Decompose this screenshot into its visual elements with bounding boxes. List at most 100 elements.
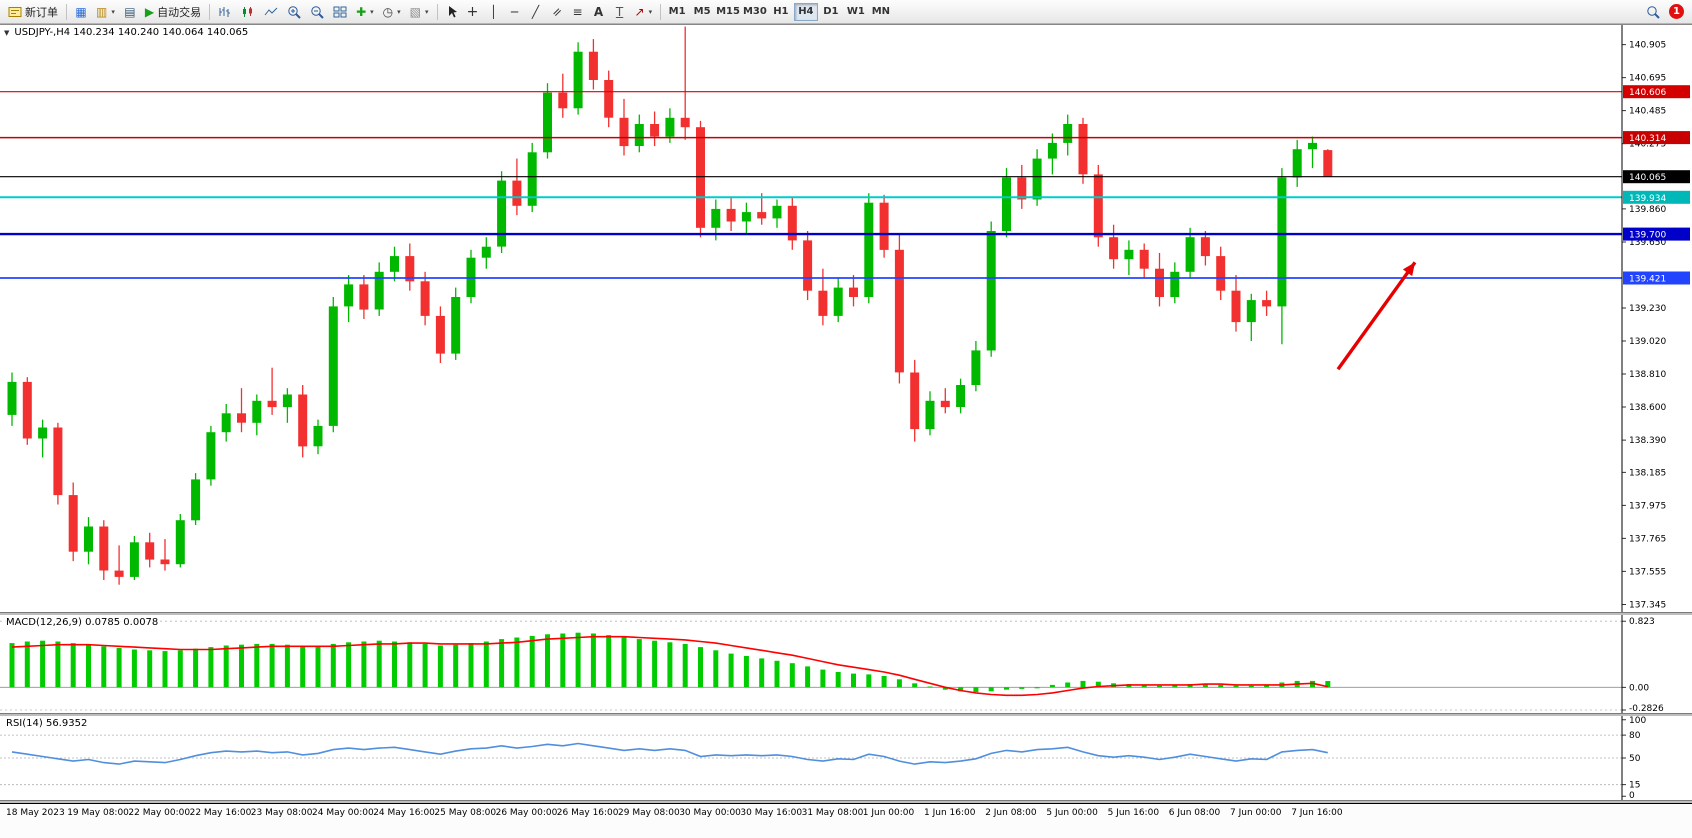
time-label: 5 Jun 16:00 <box>1107 808 1160 818</box>
search-icon <box>1646 5 1660 19</box>
time-label: 6 Jun 08:00 <box>1168 808 1221 818</box>
price-tick: 138.600 <box>1629 403 1666 413</box>
rsi-label: RSI(14) 56.9352 <box>4 718 90 729</box>
time-label: 18 May 2023 <box>6 808 65 818</box>
cursor-icon <box>446 5 458 19</box>
pane-separator[interactable] <box>0 713 1692 716</box>
price-tick: 140.485 <box>1629 107 1666 117</box>
macd-tick: -0.2826 <box>1629 704 1664 713</box>
time-label: 25 May 08:00 <box>434 808 497 818</box>
macd-signal-line <box>11 635 1328 697</box>
price-tick: 140.695 <box>1629 74 1666 84</box>
chevron-down-icon: ▾ <box>425 7 429 16</box>
time-label: 7 Jun 00:00 <box>1230 808 1282 818</box>
arrow-tool-icon: ↗ <box>634 4 645 19</box>
timeframe-mn-button[interactable]: MN <box>871 6 891 17</box>
indicators-button[interactable]: ✚ ▾ <box>352 2 378 22</box>
timeframe-m5-button[interactable]: M5 <box>693 6 711 17</box>
rsi-tick: 50 <box>1629 754 1641 764</box>
label-tool-button[interactable]: T <box>610 2 630 22</box>
toolbar-separator <box>660 3 662 20</box>
trendline-icon: ╱ <box>531 4 540 19</box>
timeframe-d1-button[interactable]: D1 <box>823 6 839 17</box>
rsi-line <box>11 742 1328 765</box>
line-chart-button[interactable] <box>260 2 282 22</box>
autotrading-label: 自动交易 <box>157 5 202 19</box>
data-window-icon: ▤ <box>124 4 136 19</box>
price-tick: 138.185 <box>1629 468 1666 478</box>
new-order-icon <box>8 6 22 18</box>
price-tick: 139.860 <box>1629 205 1666 215</box>
notification-badge[interactable]: 1 <box>1669 4 1684 19</box>
arrows-tool-button[interactable]: ↗ ▾ <box>631 2 657 22</box>
price-tick: 138.810 <box>1629 370 1666 380</box>
timeframe-h4-button[interactable]: H4 <box>793 2 818 21</box>
vertical-line-button[interactable]: │ <box>484 2 504 22</box>
price-tag: 139.700 <box>1629 231 1666 241</box>
macd-pane[interactable]: MACD(12,26,9) 0.0785 0.0078 0.823 0.00 -0.… <box>0 615 1692 713</box>
bars-chart-icon <box>218 6 232 18</box>
candlestick-chart-button[interactable] <box>237 2 259 22</box>
zoom-in-button[interactable] <box>283 2 305 22</box>
candlestick-chart[interactable]: 140.905 140.695 140.485 140.275 139.860 139.6… <box>0 25 1692 612</box>
price-tag: 140.314 <box>1629 134 1666 144</box>
macd-chart[interactable]: 0.823 0.00 -0.2826 <box>0 615 1692 713</box>
tile-windows-button[interactable] <box>329 2 351 22</box>
chevron-down-icon: ▼ <box>4 28 10 37</box>
chevron-down-icon: ▾ <box>648 7 653 16</box>
time-label: 1 Jun 00:00 <box>862 808 915 818</box>
autotrading-button[interactable]: ▶ 自动交易 <box>141 2 205 22</box>
price-tick: 137.345 <box>1629 600 1666 610</box>
channel-button[interactable]: = <box>547 2 567 22</box>
timeframe-m1-button[interactable]: M1 <box>668 6 686 17</box>
crosshair-button[interactable]: + <box>463 2 483 22</box>
fibonacci-button[interactable]: ≡ <box>568 2 588 22</box>
pane-separator[interactable] <box>0 612 1692 615</box>
rsi-tick: 80 <box>1629 731 1641 741</box>
zoom-out-button[interactable] <box>306 2 328 22</box>
candles <box>7 26 1333 585</box>
new-order-button[interactable]: 新订单 <box>4 2 62 22</box>
price-tag: 140.606 <box>1629 88 1666 98</box>
main-chart-pane[interactable]: ▼ USDJPY-,H4 140.234 140.240 140.064 140… <box>0 24 1692 612</box>
data-window-button[interactable]: ▤ <box>120 2 140 22</box>
search-button[interactable] <box>1642 2 1664 22</box>
time-label: 26 May 00:00 <box>495 808 558 818</box>
toolbar-separator <box>66 3 67 20</box>
autotrading-icon: ▶ <box>144 4 155 19</box>
zoom-in-icon <box>287 5 301 19</box>
trendline-button[interactable]: ╱ <box>526 2 546 22</box>
text-tool-icon: A <box>593 4 604 19</box>
profiles-button[interactable]: ▥ ▾ <box>92 2 119 22</box>
chevron-down-icon: ▾ <box>111 7 115 16</box>
toolbar: 新订单 ▦ ▥ ▾ ▤ ▶ 自动交易 ✚ ▾ ◷ ▾ ▧ ▾ + │ ─ ╱ = ≡ A… <box>0 0 1692 24</box>
crosshair-icon: + <box>466 3 479 20</box>
cursor-button[interactable] <box>442 2 462 22</box>
annotation-arrow <box>1336 261 1417 371</box>
horizontal-line-button[interactable]: ─ <box>505 2 525 22</box>
price-tick: 137.975 <box>1629 501 1666 511</box>
time-label: 2 Jun 08:00 <box>985 808 1037 818</box>
new-chart-button[interactable]: ▦ <box>71 2 91 22</box>
price-tick: 140.275 <box>1629 140 1666 150</box>
pane-separator[interactable] <box>0 800 1692 803</box>
toolbar-separator <box>436 3 438 20</box>
periods-button[interactable]: ◷ ▾ <box>379 2 405 22</box>
time-label: 29 May 08:00 <box>618 808 680 818</box>
timeframe-w1-button[interactable]: W1 <box>846 6 865 17</box>
chevron-down-icon: ▾ <box>397 7 401 16</box>
rsi-pane[interactable]: RSI(14) 56.9352 100 80 50 15 0 <box>0 716 1692 800</box>
symbol-ohlc-text: USDJPY-,H4 140.234 140.240 140.064 140.0… <box>14 27 249 38</box>
bar-chart-button[interactable] <box>214 2 236 22</box>
price-tick: 139.020 <box>1629 337 1666 347</box>
rsi-chart[interactable]: 100 80 50 150 <box>0 716 1692 800</box>
timeframe-h1-button[interactable]: H1 <box>773 6 789 17</box>
profiles-icon: ▥ <box>96 4 108 19</box>
text-tool-button[interactable]: A <box>589 2 609 22</box>
templates-button[interactable]: ▧ ▾ <box>406 2 433 22</box>
time-axis[interactable]: 18 May 2023 19 May 08:00 22 May 00:00 22 Ma… <box>0 803 1692 838</box>
timeframe-m30-button[interactable]: M30 <box>742 6 767 17</box>
timeframe-m15-button[interactable]: M15 <box>716 6 740 17</box>
chevron-down-icon: ▾ <box>370 7 374 16</box>
time-label: 1 Jun 16:00 <box>924 808 976 818</box>
